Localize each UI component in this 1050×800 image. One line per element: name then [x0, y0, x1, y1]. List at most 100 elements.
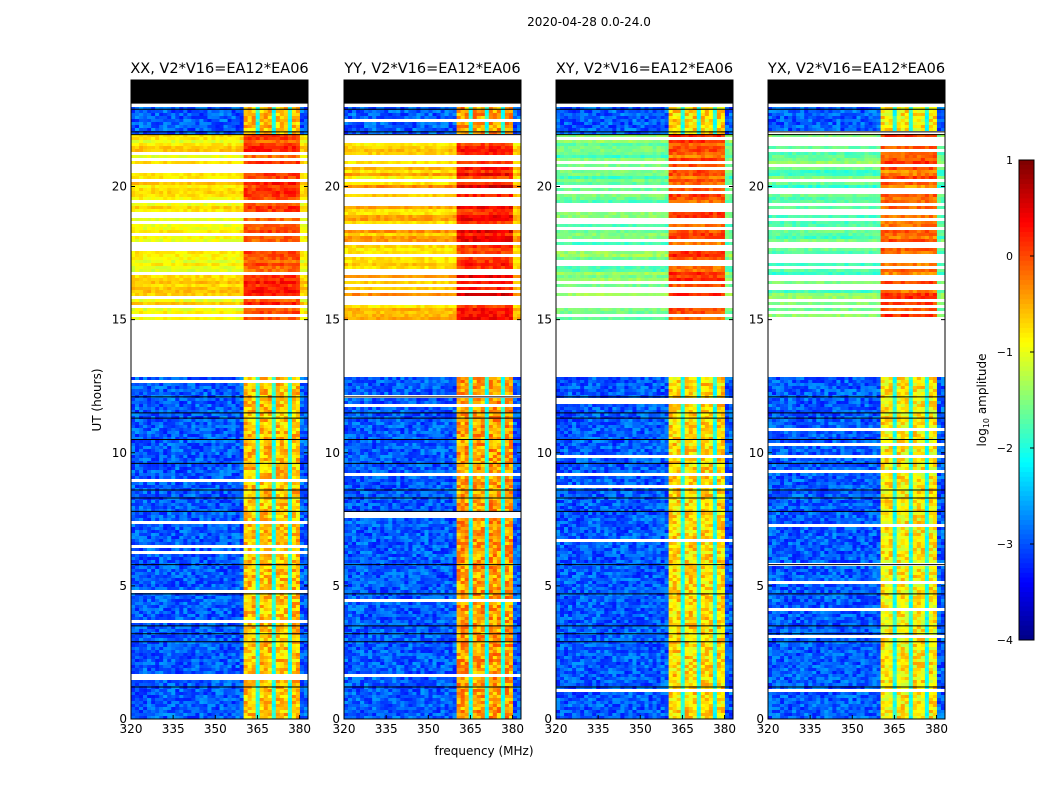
- heatmap-cell: [207, 455, 212, 458]
- heatmap-cell: [243, 302, 248, 305]
- heatmap-cell: [191, 383, 196, 386]
- heatmap-cell: [159, 449, 164, 452]
- heatmap-cell: [143, 569, 148, 572]
- heatmap-cell: [179, 554, 184, 557]
- heatmap-cell: [163, 317, 168, 320]
- heatmap-cell: [147, 251, 152, 254]
- heatmap-cell: [171, 407, 176, 410]
- heatmap-cell: [275, 509, 281, 512]
- heatmap-cell: [211, 500, 216, 503]
- heatmap-cell: [291, 131, 297, 134]
- heatmap-cell: [171, 467, 176, 470]
- heatmap-cell: [183, 422, 188, 425]
- heatmap-cell: [243, 452, 248, 455]
- heatmap-cell: [263, 512, 269, 515]
- heatmap-cell: [287, 284, 293, 287]
- heatmap-cell: [171, 404, 176, 407]
- heatmap-cell: [275, 407, 281, 410]
- heatmap-cell: [163, 251, 168, 254]
- heatmap-cell: [207, 434, 212, 437]
- heatmap-cell: [171, 449, 176, 452]
- heatmap-cell: [179, 449, 184, 452]
- heatmap-cell: [299, 569, 305, 572]
- heatmap-cell: [235, 476, 240, 479]
- heatmap-cell: [151, 278, 156, 281]
- heatmap-cell: [303, 410, 309, 413]
- heatmap-cell: [147, 464, 152, 467]
- heatmap-cell: [183, 503, 188, 506]
- heatmap-cell: [259, 530, 265, 533]
- heatmap-cell: [139, 398, 144, 401]
- heatmap-cell: [211, 386, 216, 389]
- heatmap-cell: [187, 143, 192, 146]
- heatmap-cell: [239, 137, 244, 140]
- heatmap-cell: [167, 122, 172, 125]
- heatmap-cell: [259, 482, 265, 485]
- heatmap-cell: [239, 284, 244, 287]
- heatmap-cell: [211, 146, 216, 149]
- heatmap-cell: [287, 503, 293, 506]
- heatmap-cell: [183, 116, 188, 119]
- heatmap-cell: [263, 263, 269, 266]
- heatmap-cell: [283, 230, 289, 233]
- heatmap-cell: [239, 110, 244, 113]
- heatmap-cell: [151, 509, 156, 512]
- heatmap-cell: [279, 143, 285, 146]
- heatmap-cell: [183, 311, 188, 314]
- heatmap-cell: [143, 506, 148, 509]
- heatmap-cell: [223, 518, 228, 521]
- heatmap-cell: [167, 425, 172, 428]
- heatmap-cell: [239, 308, 244, 311]
- heatmap-cell: [155, 251, 160, 254]
- heatmap-cell: [171, 287, 176, 290]
- heatmap-cell: [263, 398, 269, 401]
- heatmap-cell: [235, 107, 240, 110]
- heatmap-cell: [231, 194, 236, 197]
- heatmap-cell: [239, 143, 244, 146]
- heatmap-cell: [251, 569, 256, 572]
- heatmap-cell: [171, 254, 176, 257]
- heatmap-cell: [295, 206, 301, 209]
- heatmap-cell: [195, 431, 200, 434]
- heatmap-cell: [291, 533, 297, 536]
- heatmap-cell: [203, 398, 208, 401]
- heatmap-cell: [171, 119, 176, 122]
- heatmap-cell: [247, 509, 252, 512]
- heatmap-cell: [287, 455, 293, 458]
- heatmap-cell: [167, 239, 172, 242]
- heatmap-cell: [259, 485, 265, 488]
- heatmap-cell: [207, 473, 212, 476]
- heatmap-cell: [251, 482, 256, 485]
- heatmap-cell: [235, 173, 240, 176]
- heatmap-cell: [203, 392, 208, 395]
- heatmap-cell: [227, 383, 232, 386]
- heatmap-cell: [147, 386, 152, 389]
- heatmap-cell: [251, 485, 256, 488]
- heatmap-cell: [299, 209, 305, 212]
- heatmap-cell: [303, 116, 309, 119]
- heatmap-cell: [223, 542, 228, 545]
- heatmap-cell: [155, 485, 160, 488]
- heatmap-cell: [179, 557, 184, 560]
- heatmap-cell: [283, 416, 289, 419]
- heatmap-cell: [215, 251, 220, 254]
- heatmap-cell: [251, 461, 256, 464]
- heatmap-cell: [219, 428, 224, 431]
- heatmap-cell: [207, 470, 212, 473]
- heatmap-cell: [195, 533, 200, 536]
- heatmap-cell: [147, 569, 152, 572]
- heatmap-cell: [303, 533, 309, 536]
- heatmap-cell: [211, 404, 216, 407]
- heatmap-cell: [231, 437, 236, 440]
- heatmap-cell: [247, 461, 252, 464]
- heatmap-cell: [199, 557, 204, 560]
- heatmap-cell: [267, 290, 273, 293]
- heatmap-cell: [167, 572, 172, 575]
- heatmap-cell: [215, 422, 220, 425]
- heatmap-cell: [251, 500, 256, 503]
- heatmap-cell: [139, 377, 144, 380]
- heatmap-cell: [283, 278, 289, 281]
- heatmap-cell: [159, 554, 164, 557]
- heatmap-cell: [215, 299, 220, 302]
- heatmap-cell: [223, 458, 228, 461]
